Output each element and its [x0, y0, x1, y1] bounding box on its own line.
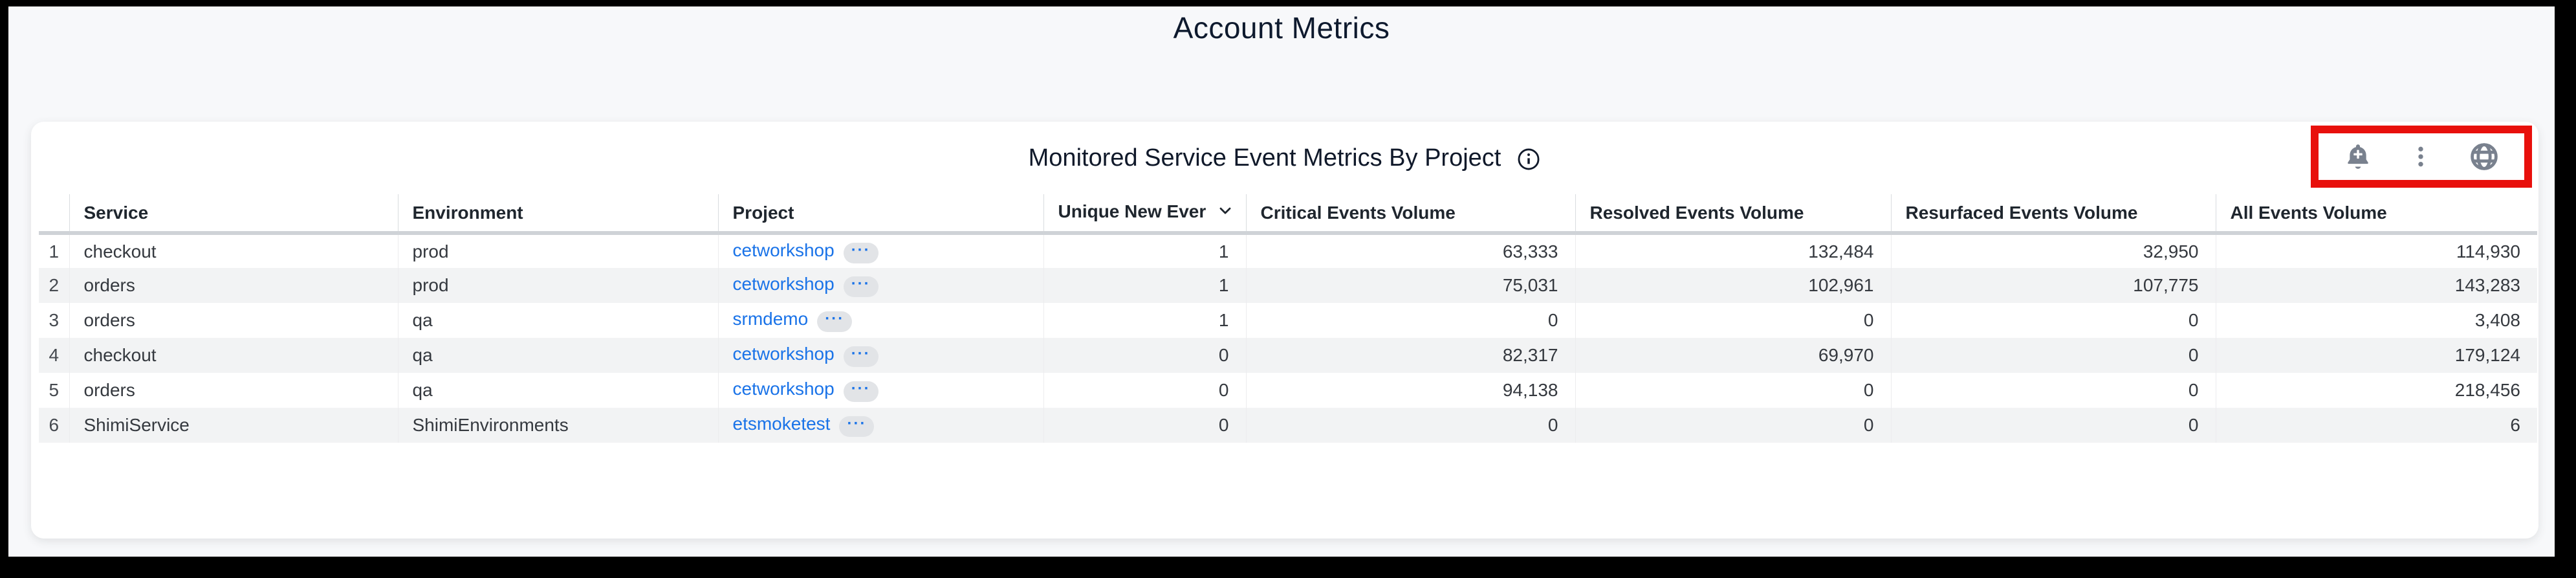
environment-cell: qa: [398, 303, 719, 338]
resurfaced-events-volume-cell: 32,950: [1891, 233, 2216, 268]
page-title: Account Metrics: [1173, 11, 1390, 45]
project-cell: cetworkshop ···: [718, 338, 1044, 373]
unique-new-events-cell: 1: [1043, 233, 1247, 268]
project-link[interactable]: etsmoketest: [732, 414, 831, 434]
project-ellipsis-badge[interactable]: ···: [843, 381, 879, 402]
resolved-events-volume-cell: 0: [1575, 408, 1892, 443]
table-header-row: Service Environment Project Unique New E…: [39, 194, 2537, 235]
project-ellipsis-badge[interactable]: ···: [839, 416, 875, 437]
row-index-cell: 3: [39, 303, 70, 338]
environment-cell: prod: [398, 268, 719, 303]
all-events-volume-cell: 114,930: [2456, 241, 2520, 261]
header-environment[interactable]: Environment: [398, 194, 719, 235]
unique-new-events-cell: 0: [1043, 408, 1247, 443]
resurfaced-events-volume-cell: 0: [1891, 408, 2216, 443]
metrics-panel: Monitored Service Event Metrics By Proje…: [31, 122, 2538, 539]
resolved-events-volume-cell: 0: [1575, 373, 1892, 408]
info-icon[interactable]: [1516, 147, 1541, 172]
table-row: 6 ShimiService ShimiEnvironments etsmoketes…: [39, 408, 2537, 443]
environment-cell: qa: [398, 373, 719, 408]
row-index-cell: 1: [39, 233, 70, 268]
project-link[interactable]: cetworkshop: [732, 379, 835, 399]
table-row: 3 orders qa srmdemo ··· 1 0 0 0 3,408: [39, 303, 2537, 338]
sort-desc-icon: [1216, 201, 1234, 224]
all-events-volume-cell: 3,408: [2474, 310, 2520, 330]
annotation-highlight-box: [2311, 126, 2532, 188]
resolved-events-volume-cell: 69,970: [1575, 338, 1892, 373]
resurfaced-events-volume-cell: 0: [1891, 338, 2216, 373]
table-row: 2 orders prod cetworkshop ··· 1 75,031 102,961 1…: [39, 268, 2537, 303]
resolved-events-volume-cell: 0: [1575, 303, 1892, 338]
row-index-cell: 2: [39, 268, 70, 303]
metrics-table: Service Environment Project Unique New E…: [39, 194, 2537, 443]
project-ellipsis-badge[interactable]: ···: [817, 311, 853, 332]
all-events-volume-cell: 6: [2216, 408, 2537, 443]
environment-cell: prod: [398, 233, 719, 268]
service-cell: orders: [69, 373, 398, 408]
project-link[interactable]: cetworkshop: [732, 344, 835, 364]
critical-events-volume-cell: 82,317: [1246, 338, 1576, 373]
row-index-cell: 5: [39, 373, 70, 408]
project-link[interactable]: cetworkshop: [732, 274, 835, 294]
header-service[interactable]: Service: [69, 194, 398, 235]
critical-events-volume-cell: 94,138: [1246, 373, 1576, 408]
critical-events-volume-cell: 63,333: [1246, 233, 1576, 268]
row-index-cell: 6: [39, 408, 70, 443]
project-cell: cetworkshop ···: [718, 373, 1044, 408]
project-link[interactable]: srmdemo: [732, 309, 809, 329]
table-row: 5 orders qa cetworkshop ··· 0 94,138 0 0 218,456: [39, 373, 2537, 408]
service-cell: checkout: [69, 233, 398, 268]
panel-header: Monitored Service Event Metrics By Proje…: [31, 122, 2538, 194]
all-events-volume-cell: 143,283: [2216, 268, 2537, 303]
kebab-menu-icon: [2418, 146, 2423, 167]
project-cell: etsmoketest ···: [718, 408, 1044, 443]
unique-new-events-cell: 0: [1043, 338, 1247, 373]
row-index-cell: 4: [39, 338, 70, 373]
project-cell: cetworkshop ···: [718, 268, 1044, 303]
all-events-volume-cell: 218,456: [2454, 380, 2520, 400]
service-cell: ShimiService: [69, 408, 398, 443]
panel-title: Monitored Service Event Metrics By Proje…: [1028, 144, 1501, 172]
project-cell: cetworkshop ···: [718, 233, 1044, 268]
table-row: 1 checkout prod cetworkshop ··· 1 63,333 132,48…: [39, 233, 2537, 268]
table-row: 4 checkout qa cetworkshop ··· 0 82,317 69,970 0 1…: [39, 338, 2537, 373]
project-cell: srmdemo ···: [718, 303, 1044, 338]
unique-new-events-cell: 1: [1043, 268, 1247, 303]
unique-new-events-cell: 1: [1043, 303, 1247, 338]
all-events-volume-cell: 179,124: [2216, 338, 2537, 373]
header-resurfaced-events-volume[interactable]: Resurfaced Events Volume: [1891, 194, 2216, 235]
project-ellipsis-badge[interactable]: ···: [843, 242, 879, 263]
header-project[interactable]: Project: [718, 194, 1044, 235]
resurfaced-events-volume-cell: 0: [1891, 373, 2216, 408]
environment-cell: qa: [398, 338, 719, 373]
service-cell: orders: [69, 268, 398, 303]
project-link[interactable]: cetworkshop: [732, 239, 835, 260]
header-all-events-volume[interactable]: All Events Volume: [2216, 194, 2537, 235]
header-resolved-events-volume[interactable]: Resolved Events Volume: [1575, 194, 1892, 235]
dashboard-page: Account Metrics Monitored Service Event …: [8, 6, 2555, 557]
header-index: [39, 194, 70, 235]
service-cell: orders: [69, 303, 398, 338]
create-alert-button[interactable]: [2343, 142, 2373, 172]
globe-button[interactable]: [2469, 141, 2500, 172]
environment-cell: ShimiEnvironments: [398, 408, 719, 443]
resurfaced-events-volume-cell: 107,775: [1891, 268, 2216, 303]
header-unique-new-events[interactable]: Unique New Ever: [1043, 194, 1247, 235]
resolved-events-volume-cell: 102,961: [1575, 268, 1892, 303]
resolved-events-volume-cell: 132,484: [1575, 233, 1892, 268]
globe-icon: [2471, 143, 2498, 170]
panel-menu-button[interactable]: [2408, 144, 2434, 170]
table-body: 1 checkout prod cetworkshop ··· 1 63,333 132,48…: [39, 233, 2537, 443]
header-critical-events-volume[interactable]: Critical Events Volume: [1246, 194, 1576, 235]
critical-events-volume-cell: 75,031: [1246, 268, 1576, 303]
bell-plus-icon: [2348, 144, 2368, 169]
resurfaced-events-volume-cell: 0: [1891, 303, 2216, 338]
unique-new-events-cell: 0: [1043, 373, 1247, 408]
project-ellipsis-badge[interactable]: ···: [843, 276, 879, 297]
critical-events-volume-cell: 0: [1246, 408, 1576, 443]
service-cell: checkout: [69, 338, 398, 373]
project-ellipsis-badge[interactable]: ···: [843, 346, 879, 367]
critical-events-volume-cell: 0: [1246, 303, 1576, 338]
